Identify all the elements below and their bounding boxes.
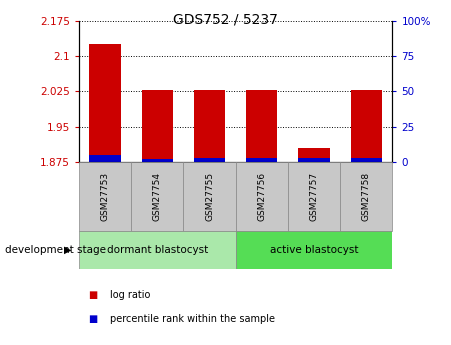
Bar [184, 162, 236, 231]
Bar [194, 158, 225, 162]
Bar [89, 44, 121, 162]
Text: ■: ■ [88, 314, 97, 324]
Bar [340, 162, 392, 231]
Bar [236, 231, 392, 269]
Bar [142, 159, 173, 162]
Bar [350, 90, 382, 162]
Bar [246, 90, 277, 162]
Text: ▶: ▶ [64, 245, 71, 255]
Text: GSM27756: GSM27756 [257, 172, 266, 221]
Text: log ratio: log ratio [110, 290, 151, 300]
Bar [299, 148, 330, 162]
Text: dormant blastocyst: dormant blastocyst [106, 245, 208, 255]
Text: GDS752 / 5237: GDS752 / 5237 [173, 12, 278, 26]
Text: GSM27757: GSM27757 [309, 172, 318, 221]
Bar [89, 155, 121, 162]
Bar [288, 162, 340, 231]
Bar [299, 158, 330, 162]
Text: GSM27753: GSM27753 [101, 172, 110, 221]
Bar [194, 90, 225, 162]
Bar [142, 90, 173, 162]
Bar [79, 231, 236, 269]
Text: GSM27758: GSM27758 [362, 172, 371, 221]
Bar [236, 162, 288, 231]
Text: active blastocyst: active blastocyst [270, 245, 358, 255]
Bar [350, 158, 382, 162]
Bar [79, 162, 131, 231]
Text: percentile rank within the sample: percentile rank within the sample [110, 314, 276, 324]
Bar [246, 158, 277, 162]
Text: ■: ■ [88, 290, 97, 300]
Text: development stage: development stage [5, 245, 106, 255]
Text: GSM27754: GSM27754 [153, 172, 162, 221]
Text: GSM27755: GSM27755 [205, 172, 214, 221]
Bar [131, 162, 184, 231]
